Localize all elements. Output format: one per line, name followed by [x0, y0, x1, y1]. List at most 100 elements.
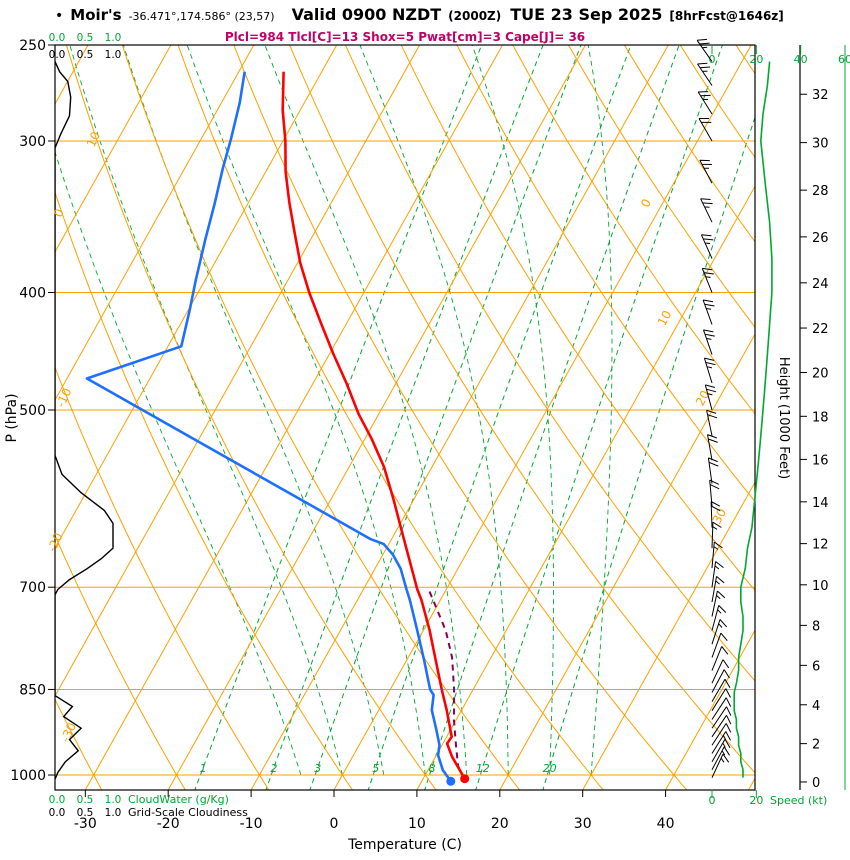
- height-tick-label: 16: [812, 453, 829, 468]
- speed-axis: 0 20 40 600 20 Speed (kt): [709, 45, 850, 807]
- wind-barb: [701, 267, 714, 293]
- speed-tick-label-top: 20: [749, 53, 763, 66]
- height-tick-label: 0: [812, 776, 820, 791]
- parcel-path: [426, 586, 466, 780]
- cloudwater-scale-top: 1.0: [105, 32, 122, 44]
- mixing-ratio-label: 1: [200, 762, 207, 775]
- isotherm-line: [582, 481, 755, 790]
- height-tick-label: 18: [812, 410, 829, 425]
- moist-adiabat: [186, 45, 426, 776]
- surface-temp-dot: [460, 774, 470, 784]
- pressure-axis-title: P (hPa): [4, 393, 20, 442]
- dry-adiabat: [55, 698, 103, 790]
- height-tick-label: 20: [812, 367, 829, 382]
- pressure-tick-label: 300: [19, 134, 46, 150]
- station-bullet-icon: •: [55, 8, 64, 24]
- forecast-hour: [8hrFcst@1646z]: [669, 9, 784, 23]
- station-name: Moir's: [70, 6, 122, 24]
- wind-barb: [704, 384, 717, 411]
- params-line: Plcl=984 Tlcl[C]=13 Shox=5 Pwat[cm]=3 Ca…: [224, 30, 586, 44]
- mixing-ratio-label: 12: [476, 762, 490, 775]
- cloudiness-scale-top: 0.5: [77, 49, 94, 61]
- cloud-scales: 0.00.00.00.00.50.50.50.51.01.01.01.0Clou…: [49, 32, 248, 819]
- moist-adiabat: [471, 45, 554, 776]
- wind-barb: [711, 605, 727, 631]
- wind-barb: [703, 357, 716, 384]
- wind-barb: [698, 118, 713, 142]
- surface-dewpoint-dot: [446, 776, 456, 786]
- height-tick-label: 10: [812, 579, 829, 594]
- isotherm-line: [55, 45, 338, 550]
- isotherm-line: [55, 45, 255, 401]
- pressure-tick-label: 250: [19, 38, 46, 54]
- isotherms: [55, 45, 755, 790]
- title-bar: • Moir's -36.471°,174.586° (23,57) Valid…: [55, 5, 784, 24]
- pressure-tick-label: 850: [19, 682, 46, 698]
- moist-adiabat: [69, 45, 343, 776]
- dewpoint-curve: [85, 71, 452, 783]
- wind-barb: [711, 521, 722, 549]
- cloudwater-scale-bottom: 0.5: [77, 794, 94, 806]
- cloudwater-scale-top: 0.5: [77, 32, 94, 44]
- height-tick-label: 2: [812, 738, 820, 753]
- dry-adiabat: [344, 45, 755, 682]
- wind-barb: [710, 501, 721, 528]
- wind-barb: [700, 198, 713, 223]
- valid-time: Valid 0900 NZDT: [291, 5, 442, 24]
- wind-barb: [711, 731, 731, 754]
- dry-adiabat-label: 10: [84, 129, 103, 149]
- temp-tick-label: 40: [657, 816, 675, 832]
- moist-adiabat: [264, 45, 468, 776]
- pressure-tick-label: 700: [19, 580, 46, 596]
- height-tick-label: 30: [812, 137, 829, 152]
- height-tick-label: 28: [812, 184, 829, 199]
- height-tick-label: 14: [812, 496, 829, 511]
- isotherm-line: [333, 45, 752, 790]
- height-tick-label: 4: [812, 699, 820, 714]
- mixing-ratio-line: [265, 45, 544, 790]
- isotherm-line: [55, 45, 172, 253]
- dry-adiabat-label: -10: [54, 386, 75, 410]
- isotherm-line: [84, 45, 503, 790]
- cloudwater-scale-top: 0.0: [49, 32, 66, 44]
- wind-barb: [711, 688, 731, 711]
- wind-barb: [711, 576, 725, 603]
- wind-barb: [711, 541, 723, 569]
- cloudwater-scale-bottom: 0.0: [49, 794, 66, 806]
- isotherm-line: [416, 185, 755, 790]
- wind-barb: [697, 91, 713, 115]
- temp-axis-title: Temperature (C): [347, 837, 462, 853]
- cloudwater-scale-bottom: 1.0: [105, 794, 122, 806]
- temp-tick-label: -10: [240, 816, 263, 832]
- temp-tick-label: 20: [491, 816, 509, 832]
- wind-barb: [697, 62, 713, 86]
- dry-adiabat: [55, 190, 354, 790]
- sounding-curves: [85, 71, 466, 783]
- mixing-ratio-label: 3: [314, 762, 321, 775]
- wind-barb: [696, 38, 713, 62]
- speed-tick-label-top: 0: [709, 53, 716, 66]
- wind-barb: [707, 434, 718, 461]
- dry-adiabat: [456, 45, 755, 503]
- isotherm-label: 30: [710, 506, 730, 526]
- height-tick-label: 24: [812, 277, 829, 292]
- wind-barb: [711, 590, 726, 617]
- mixing-ratio-label: 2: [270, 762, 277, 775]
- pressure-tick-label: 500: [19, 403, 46, 419]
- wind-barb: [711, 632, 728, 658]
- speed-tick-label-bottom: 20: [749, 794, 763, 807]
- isotherm-line: [250, 45, 669, 790]
- mixing-ratio-label: 20: [543, 762, 557, 775]
- temp-tick-label: -30: [74, 816, 97, 832]
- cloudiness-scale-bottom: 1.0: [105, 807, 122, 819]
- wind-barb: [707, 457, 719, 484]
- mixing-ratio-line: [542, 115, 755, 790]
- wind-barb: [711, 738, 731, 762]
- dry-adiabat: [177, 45, 604, 790]
- height-tick-label: 26: [812, 231, 829, 246]
- pressure-tick-label: 400: [19, 286, 46, 302]
- speed-tick-label-bottom: 0: [709, 794, 716, 807]
- isotherm-label: 20: [693, 388, 713, 408]
